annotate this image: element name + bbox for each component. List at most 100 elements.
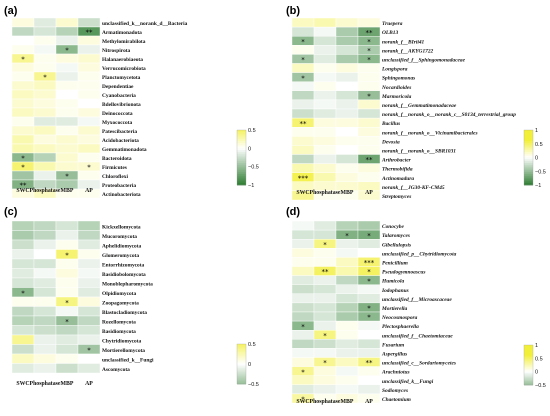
heatmap-cell <box>77 287 101 298</box>
colorbar-segment <box>524 163 533 166</box>
colorbar-segment <box>524 378 533 381</box>
heatmap-cell <box>335 126 359 137</box>
significance-marker: ** <box>322 268 330 276</box>
significance-marker: ** <box>366 359 374 367</box>
heatmap-cell <box>357 339 381 349</box>
significance-marker: * <box>367 38 371 46</box>
heatmap-cell <box>335 72 359 82</box>
colorbar-segment <box>524 172 533 175</box>
colorbar-segment <box>524 374 533 377</box>
heatmap-cell <box>313 293 337 304</box>
heatmap-cell <box>357 145 381 155</box>
heatmap-cell <box>77 134 101 145</box>
row-label: norank_f__norank_o__Vicinamibacterales <box>382 130 478 136</box>
colorbar-segment <box>237 354 246 357</box>
heatmap-cell <box>357 172 381 182</box>
row-label: unclassified_c__Sordariomycetes <box>382 361 456 367</box>
heatmap-cell <box>313 81 337 91</box>
heatmap-cell <box>335 145 359 155</box>
heatmap-cell <box>357 17 381 28</box>
row-label: Proteobacteria <box>102 183 136 189</box>
heatmap-cell <box>77 17 101 28</box>
heatmap-cell <box>11 249 35 260</box>
heatmap-cell <box>55 17 79 28</box>
heatmap-cell <box>11 363 35 374</box>
colorbar-segment <box>524 164 533 168</box>
heatmap-cell <box>11 220 35 231</box>
colorbar-segment <box>524 354 533 357</box>
colorbar-segment <box>237 377 246 380</box>
row-label: Entorrhizomycota <box>102 262 145 268</box>
heatmap-cell <box>77 230 101 241</box>
heatmap-cell <box>33 353 57 364</box>
colorbar <box>236 343 247 385</box>
column-label: MBP <box>341 399 354 405</box>
heatmap-cell <box>33 125 57 136</box>
heatmap-cell <box>77 80 101 91</box>
colorbar-segment <box>237 370 246 373</box>
colorbar-segment <box>237 376 246 378</box>
significance-marker: ** <box>366 29 374 37</box>
heatmap-cell <box>11 353 35 364</box>
heatmap-cell <box>33 220 57 231</box>
colorbar-segment <box>237 137 246 140</box>
heatmap-cell <box>11 170 35 181</box>
heatmap-cell <box>33 306 57 317</box>
heatmap-cell <box>55 306 79 317</box>
heatmap-cell <box>357 117 381 128</box>
row-label: norank_f__AKYG1722 <box>382 48 434 54</box>
colorbar-segment <box>237 353 246 356</box>
colorbar-segment <box>524 181 533 184</box>
row-label: Blastocladiomycota <box>102 310 147 316</box>
colorbar-segment <box>237 372 246 374</box>
row-label: Mortierella <box>381 306 407 312</box>
heatmap-cell <box>313 220 337 231</box>
heatmap-cell <box>77 220 101 231</box>
heatmap-cell <box>313 257 337 267</box>
row-label: Neocosmospora <box>381 315 418 321</box>
heatmap-cell <box>77 125 101 136</box>
row-label: Aspergillus <box>381 351 407 357</box>
colorbar-segment <box>237 373 246 376</box>
significance-marker: ** <box>366 156 374 164</box>
heatmap-cell <box>335 36 359 46</box>
row-label: Nocardioides <box>381 85 411 91</box>
significance-marker: ** <box>20 182 28 190</box>
heatmap-cell <box>77 98 101 109</box>
colorbar-segment <box>237 168 246 171</box>
colorbar-segment <box>524 358 533 361</box>
colorbar-segment <box>524 179 533 182</box>
heatmap-cell <box>313 163 337 173</box>
heatmap-cell <box>55 334 79 345</box>
row-label: unclassified_k__Fungi <box>102 357 154 363</box>
significance-marker: * <box>323 359 327 367</box>
colorbar-segment <box>237 141 246 144</box>
colorbar-segment <box>524 371 533 374</box>
colorbar-segment <box>237 352 246 354</box>
heatmap-cell <box>55 26 79 37</box>
heatmap-cell <box>357 330 381 340</box>
colorbar-segment <box>524 346 533 349</box>
heatmap-cell <box>357 284 381 295</box>
colorbar-segment <box>237 148 246 151</box>
heatmap-cell <box>11 334 35 345</box>
significance-marker: * <box>367 56 371 64</box>
row-label: Basidiomycota <box>102 329 136 335</box>
heatmap-cell <box>357 366 381 376</box>
significance-marker: *** <box>298 174 309 182</box>
significance-marker: * <box>87 347 91 355</box>
heatmap-cell <box>33 363 57 374</box>
row-label: Conocybe <box>382 224 404 230</box>
heatmap-cell <box>313 26 337 37</box>
heatmap-cell <box>335 54 359 64</box>
heatmap-cell <box>77 107 101 118</box>
significance-marker: * <box>87 164 91 172</box>
heatmap-cell <box>55 161 79 172</box>
heatmap-cell <box>335 266 359 276</box>
row-label: Kickxellomycota <box>102 224 141 230</box>
heatmap-cell <box>335 311 359 322</box>
heatmap-cell <box>313 117 337 128</box>
heatmap-cell <box>77 296 101 307</box>
heatmap-cell <box>335 284 359 295</box>
colorbar-segment <box>237 366 246 369</box>
